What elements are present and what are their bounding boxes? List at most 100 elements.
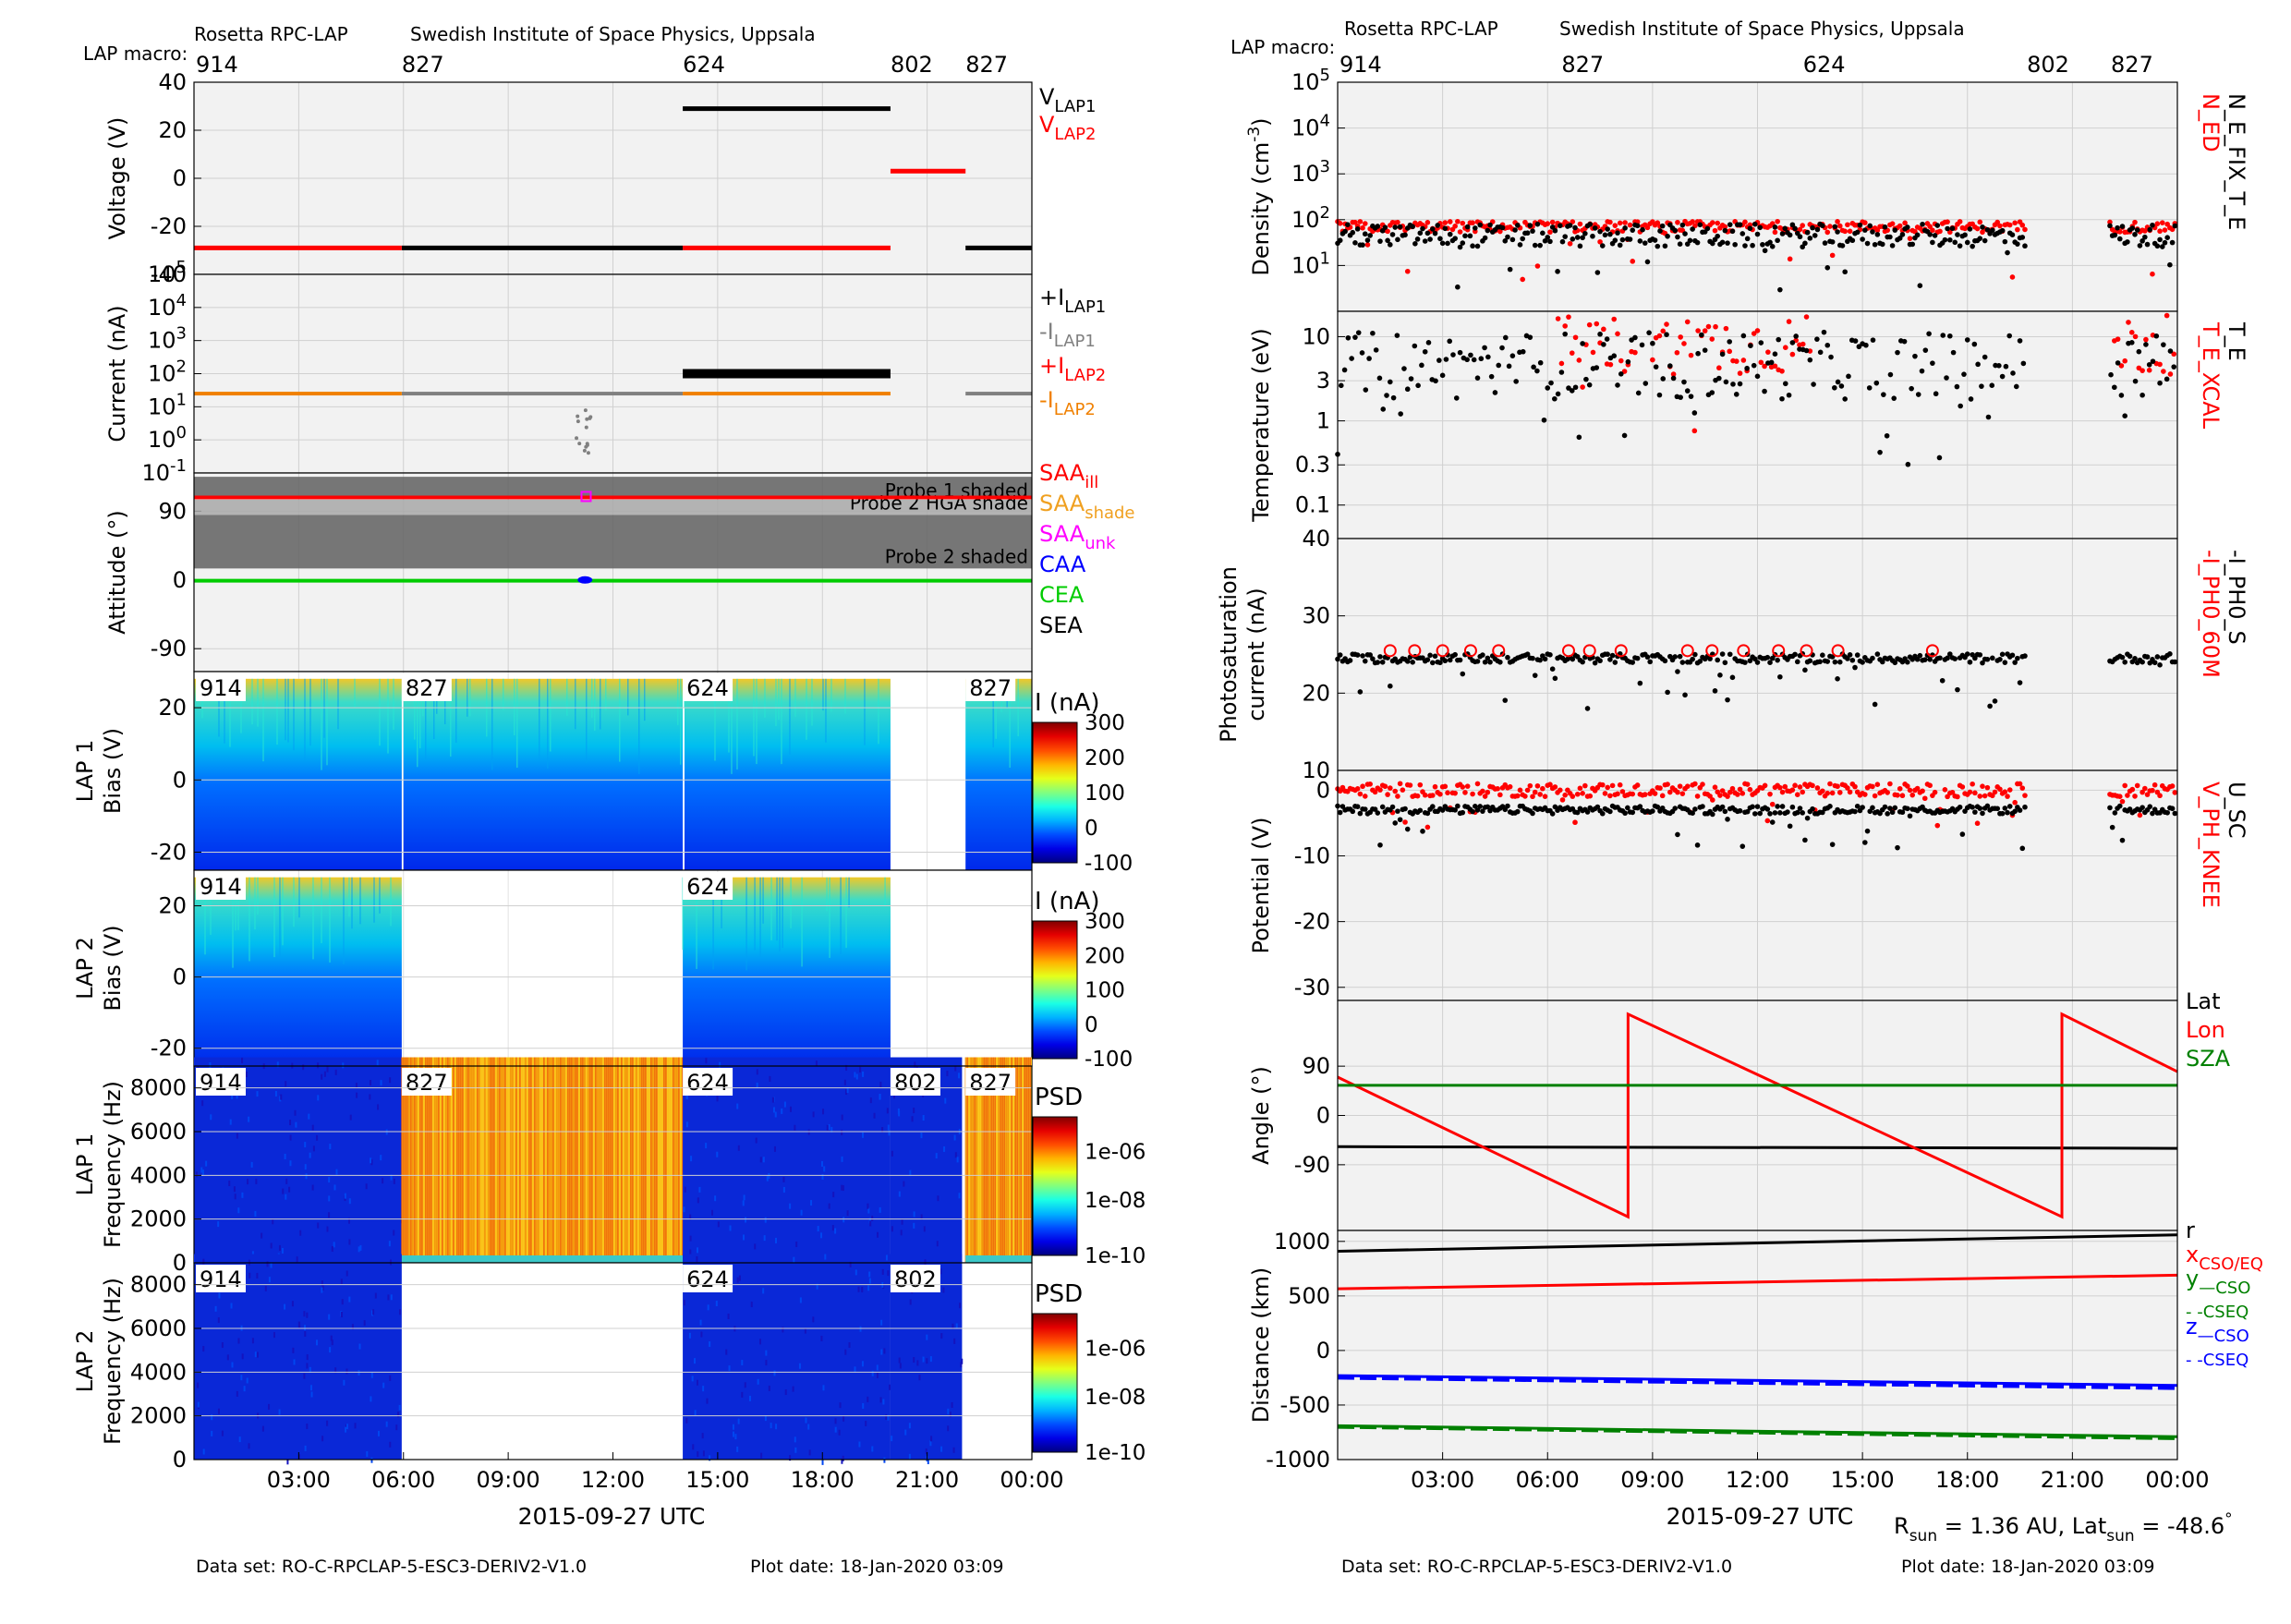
- series-V_PH_KNEE: [1392, 788, 1399, 794]
- series-T_E: [1727, 339, 1732, 345]
- heatmap-noise: [382, 1382, 385, 1388]
- series-U_SC: [1725, 817, 1730, 822]
- series-V_PH_KNEE: [1547, 782, 1553, 788]
- colorbar-tick-label: 1e-06: [1085, 1338, 1146, 1362]
- series-V_PH_KNEE: [1814, 785, 1821, 791]
- series-T_E: [1398, 411, 1403, 417]
- heatmap-noise: [202, 1346, 205, 1352]
- series--I_PH0_S: [1644, 654, 1651, 661]
- colorbar-tick-label: 0: [1085, 1013, 1098, 1037]
- series-N_E_FIX_T_E: [1435, 223, 1441, 228]
- series-N_ED: [2022, 226, 2028, 233]
- colorbar-title: I (nA): [1035, 689, 1099, 717]
- segment-label: 802: [894, 1266, 937, 1292]
- series--I_PH0_S: [1727, 651, 1733, 658]
- series-T_E: [1492, 390, 1498, 395]
- series-T_E: [1684, 388, 1691, 394]
- series-N_E_FIX_T_E: [1792, 225, 1798, 232]
- series-V_PH_KNEE: [1424, 824, 1431, 830]
- heatmap-noise: [209, 1062, 212, 1069]
- heatmap-noise: [308, 1113, 310, 1120]
- segment-label-bg: [965, 1068, 1016, 1096]
- heatmap-noise: [372, 1309, 375, 1315]
- dip-point: [576, 414, 580, 418]
- series-V_PH_KNEE: [1835, 783, 1840, 790]
- side-label: T_E: [2224, 321, 2249, 361]
- series--I_PH0_S: [2154, 654, 2161, 660]
- series-T_E_XCAL: [1678, 334, 1683, 340]
- legend-entry: SAAshade: [1039, 491, 1135, 523]
- macro-label: 827: [965, 52, 1008, 78]
- series-V_PH_KNEE: [1470, 791, 1475, 797]
- series-V_PH_KNEE: [1739, 791, 1746, 796]
- series-T_E: [1341, 367, 1348, 373]
- series-N_E_FIX_T_E: [1662, 243, 1668, 249]
- series-T_E_XCAL: [1723, 325, 1729, 332]
- heatmap-noise: [328, 1177, 331, 1183]
- series-N_E_FIX_T_E: [1694, 239, 1701, 246]
- series-V_PH_KNEE: [1485, 789, 1491, 795]
- heatmap-noise: [889, 1384, 891, 1390]
- series-V_PH_KNEE: [1602, 791, 1608, 796]
- series-N_E_FIX_T_E: [1872, 241, 1878, 248]
- series-V_PH_KNEE: [1907, 787, 1913, 794]
- series-N_E_FIX_T_E: [1800, 244, 1805, 250]
- heatmap-noise: [256, 1272, 259, 1279]
- series-U_SC: [1655, 804, 1661, 810]
- series-N_E_FIX_T_E: [1552, 227, 1558, 234]
- heatmap-noise: [707, 1304, 709, 1311]
- heatmap-noise: [201, 1100, 204, 1107]
- heatmap-noise: [286, 1459, 289, 1465]
- series--ILAP2: [194, 392, 402, 396]
- heatmap-noise: [771, 1097, 774, 1103]
- series-U_SC: [1887, 806, 1893, 811]
- x-tick-label: 21:00: [895, 1467, 959, 1493]
- series-V_PH_KNEE: [1914, 785, 1921, 792]
- heatmap-lowfreq: [965, 1255, 1032, 1263]
- series--I_PH0_S: [1447, 657, 1453, 663]
- series--I_PH0_60M: [1680, 644, 1694, 658]
- colorbar-tick-label: 200: [1085, 746, 1125, 770]
- series-T_E: [1768, 359, 1775, 366]
- heatmap-noise: [214, 1305, 217, 1312]
- heatmap-noise: [195, 1171, 198, 1178]
- series-N_ED: [1452, 224, 1458, 229]
- heatmap-noise: [942, 1287, 945, 1293]
- series--I_PH0_S: [1967, 659, 1973, 665]
- series-V_PH_KNEE: [1949, 789, 1956, 795]
- series--I_PH0_S: [1927, 657, 1933, 662]
- series-N_E_FIX_T_E: [1942, 236, 1948, 243]
- heatmap-noise: [927, 1459, 929, 1465]
- series-U_SC: [1357, 810, 1364, 817]
- series-N_E_FIX_T_E: [1582, 230, 1588, 236]
- heatmap-noise: [291, 1301, 294, 1307]
- series-T_E_XCAL: [2157, 361, 2163, 368]
- heatmap-noise: [946, 1071, 949, 1077]
- series-T_E: [1723, 379, 1729, 385]
- series-N_E_FIX_T_E: [1672, 227, 1679, 234]
- heatmap-noise: [883, 1457, 886, 1463]
- series--I_PH0_S: [1634, 655, 1641, 661]
- series-V_PH_KNEE: [1514, 793, 1521, 799]
- series-N_ED: [1337, 221, 1343, 226]
- macro-label: 914: [1339, 52, 1382, 78]
- segment-label: 802: [894, 1070, 937, 1096]
- series-V_PH_KNEE: [1517, 787, 1523, 794]
- series--I_PH0_S: [1997, 656, 2003, 662]
- series-N_E_FIX_T_E: [1775, 237, 1780, 244]
- series-T_E: [1586, 382, 1593, 388]
- series-T_E: [1601, 342, 1606, 347]
- series-N_E_FIX_T_E: [1789, 222, 1796, 228]
- series-T_E_XCAL: [1681, 341, 1687, 346]
- series-V_PH_KNEE: [1990, 793, 1995, 799]
- series-N_E_FIX_T_E: [1754, 231, 1761, 237]
- series-T_E: [1824, 342, 1831, 348]
- series-N_E_FIX_T_E: [1760, 241, 1765, 248]
- series-U_SC: [1870, 805, 1875, 811]
- series-N_E_FIX_T_E: [1634, 223, 1641, 229]
- series-V_PH_KNEE: [2144, 792, 2151, 797]
- series-V_PH_KNEE: [1432, 783, 1438, 790]
- heatmap-noise: [807, 1424, 810, 1430]
- y-tick-label: 102: [1291, 203, 1330, 233]
